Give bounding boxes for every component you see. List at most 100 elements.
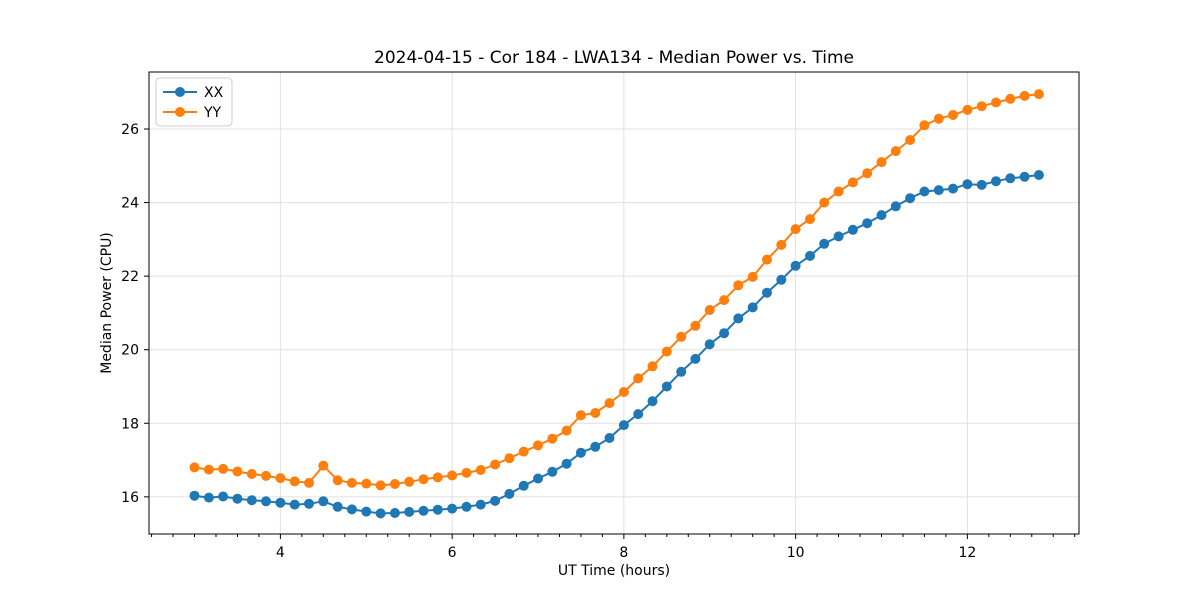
data-point-marker-xx	[432, 504, 443, 515]
legend-marker-yy	[175, 107, 185, 117]
data-point-marker-yy	[361, 478, 372, 489]
data-point-marker-yy	[203, 464, 214, 475]
data-point-marker-xx	[647, 396, 658, 407]
data-point-marker-yy	[275, 473, 286, 484]
data-point-marker-xx	[418, 505, 429, 516]
data-point-marker-xx	[575, 447, 586, 458]
data-point-marker-yy	[289, 476, 300, 487]
data-point-marker-xx	[762, 287, 772, 298]
legend-marker-xx	[175, 87, 185, 97]
data-point-marker-yy	[805, 214, 815, 225]
y-tick-label: 18	[121, 416, 139, 432]
data-point-marker-xx	[389, 508, 400, 518]
data-point-marker-yy	[575, 410, 586, 421]
data-point-marker-yy	[890, 146, 901, 157]
data-point-marker-xx	[475, 499, 486, 510]
data-point-marker-xx	[733, 313, 744, 324]
data-point-marker-yy	[404, 476, 415, 487]
data-point-marker-xx	[833, 231, 844, 242]
data-point-marker-xx	[719, 328, 730, 339]
data-point-marker-yy	[733, 280, 744, 291]
data-point-marker-yy	[518, 446, 529, 457]
data-point-marker-yy	[962, 104, 973, 115]
data-point-marker-yy	[1005, 93, 1016, 104]
data-point-marker-yy	[790, 224, 801, 235]
data-point-marker-xx	[189, 490, 200, 501]
data-point-marker-yy	[933, 113, 944, 124]
data-point-marker-xx	[289, 499, 300, 510]
data-point-marker-yy	[819, 197, 830, 208]
data-point-marker-xx	[618, 420, 629, 431]
data-point-marker-xx	[890, 201, 901, 212]
plot-area	[149, 72, 1079, 534]
data-point-marker-yy	[862, 168, 873, 179]
data-point-marker-xx	[590, 441, 601, 452]
data-point-marker-yy	[332, 475, 343, 486]
data-point-marker-xx	[404, 506, 415, 517]
data-point-marker-yy	[189, 462, 200, 473]
series-layer	[189, 89, 1044, 519]
data-point-marker-xx	[533, 473, 543, 484]
data-point-marker-xx	[933, 185, 944, 196]
data-point-marker-xx	[976, 179, 987, 190]
data-point-marker-yy	[747, 271, 758, 282]
data-point-marker-xx	[346, 504, 357, 515]
data-point-marker-xx	[1019, 171, 1030, 182]
data-point-marker-xx	[275, 497, 286, 508]
legend-label-yy: YY	[203, 105, 222, 121]
axes-spines	[148, 71, 1080, 535]
data-point-marker-xx	[905, 193, 916, 204]
data-point-marker-yy	[261, 470, 271, 481]
legend: XX YY	[155, 77, 233, 127]
grid-layer	[149, 72, 1079, 534]
data-point-marker-xx	[633, 409, 644, 420]
data-point-marker-xx	[561, 458, 572, 469]
data-point-marker-xx	[847, 224, 858, 235]
data-point-marker-yy	[389, 479, 400, 489]
data-point-marker-yy	[618, 387, 629, 397]
data-point-marker-yy	[661, 346, 672, 357]
data-point-marker-xx	[518, 480, 529, 491]
chart-title: 2024-04-15 - Cor 184 - LWA134 - Median P…	[374, 48, 854, 68]
data-point-marker-yy	[475, 465, 486, 475]
data-point-marker-xx	[447, 503, 458, 514]
data-point-marker-xx	[862, 218, 873, 229]
data-point-marker-xx	[676, 366, 687, 377]
data-point-marker-xx	[218, 491, 229, 502]
data-point-marker-yy	[604, 398, 615, 409]
tick-label-layer: 4 6 8 10 12 16 18 20 22 24 26	[121, 122, 976, 561]
data-point-marker-yy	[346, 477, 357, 488]
data-point-marker-yy	[246, 469, 257, 479]
data-point-marker-xx	[461, 501, 472, 512]
x-tick-label: 10	[787, 545, 805, 561]
data-point-marker-yy	[318, 460, 329, 471]
data-point-marker-yy	[490, 459, 501, 470]
y-tick-label: 22	[121, 269, 139, 285]
data-point-marker-xx	[203, 492, 214, 503]
x-tick-label: 6	[448, 545, 457, 561]
data-point-marker-xx	[876, 210, 887, 221]
data-point-marker-xx	[747, 302, 758, 313]
data-point-marker-yy	[876, 157, 887, 168]
data-point-marker-yy	[690, 320, 701, 331]
x-tick-label: 4	[276, 545, 285, 561]
data-point-marker-xx	[318, 496, 329, 507]
data-point-marker-yy	[504, 453, 515, 464]
y-tick-label: 24	[121, 196, 139, 212]
data-point-marker-yy	[1019, 90, 1030, 101]
data-point-marker-yy	[1033, 89, 1044, 100]
data-point-marker-xx	[962, 179, 973, 190]
data-point-marker-yy	[647, 361, 658, 372]
data-point-marker-xx	[790, 260, 801, 271]
legend-box	[155, 77, 233, 127]
data-point-marker-xx	[375, 508, 386, 519]
data-point-marker-xx	[919, 186, 930, 197]
data-point-marker-yy	[418, 474, 429, 485]
data-point-marker-yy	[905, 135, 916, 145]
data-point-marker-yy	[833, 186, 844, 197]
data-point-marker-yy	[704, 305, 715, 315]
data-point-marker-yy	[991, 97, 1001, 108]
data-point-marker-yy	[561, 425, 572, 436]
y-tick-label: 20	[121, 343, 139, 359]
